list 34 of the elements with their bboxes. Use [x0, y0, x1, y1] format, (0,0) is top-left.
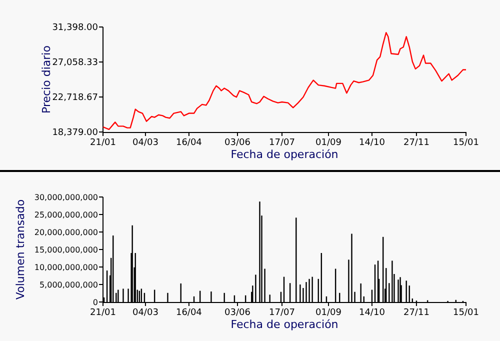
y-tick-label: 5,000,000,000	[39, 280, 98, 290]
x-tick-label: 17/07	[269, 138, 295, 148]
x-tick-label: 27/11	[403, 308, 430, 318]
x-tick-label: 16/04	[176, 308, 202, 318]
y-tick-label: 0	[92, 298, 98, 307]
y-tick-label: 22,718.67	[52, 93, 98, 103]
y-axis-title: Volumen transado	[14, 199, 27, 300]
x-tick-label: 03/06	[224, 138, 251, 148]
x-tick-label: 14/10	[358, 138, 386, 148]
x-tick-label: 03/06	[224, 308, 251, 318]
x-tick-label: 21/01	[90, 308, 116, 318]
x-tick-label: 17/07	[269, 308, 295, 318]
y-tick-label: 10,000,000,000	[34, 263, 98, 272]
x-tick-label: 04/03	[132, 138, 158, 148]
line-series	[102, 32, 467, 130]
y-tick-label: 18,379.00	[52, 128, 98, 138]
y-tick-label: 20,000,000,000	[34, 228, 98, 237]
y-tick-label: 15,000,000,000	[34, 246, 98, 254]
x-tick-label: 15/01	[453, 308, 479, 318]
y-tick-label: 31,398.00	[52, 23, 98, 33]
x-tick-label: 16/04	[176, 138, 202, 148]
y-tick-label: 25,000,000,000	[34, 210, 98, 220]
x-tick-label: 01/09	[316, 308, 342, 318]
x-tick-label: 14/10	[358, 308, 386, 318]
x-axis-title: Fecha de operación	[230, 148, 338, 161]
x-tick-label: 27/11	[403, 138, 430, 148]
x-tick-label: 21/01	[90, 138, 116, 148]
y-tick-label: 30,000,000,000	[34, 193, 98, 202]
x-tick-label: 15/01	[453, 138, 479, 148]
x-tick-label: 04/03	[132, 308, 158, 318]
y-axis-title: Precio diario	[40, 45, 53, 114]
y-tick-label: 27,058.33	[52, 58, 98, 68]
x-tick-label: 01/09	[316, 138, 342, 148]
x-axis-title: Fecha de operación	[230, 318, 338, 331]
